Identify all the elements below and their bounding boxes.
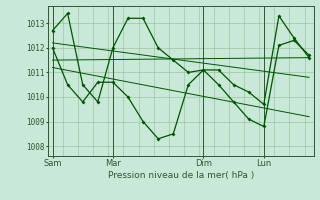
X-axis label: Pression niveau de la mer( hPa ): Pression niveau de la mer( hPa ) bbox=[108, 171, 254, 180]
